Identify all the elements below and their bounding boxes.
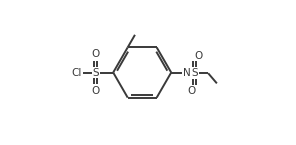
Text: S: S xyxy=(191,68,198,78)
Text: O: O xyxy=(92,49,100,59)
Text: O: O xyxy=(92,86,100,96)
Text: NH: NH xyxy=(183,68,198,77)
Text: S: S xyxy=(92,68,99,77)
Text: O: O xyxy=(194,51,202,61)
Text: Cl: Cl xyxy=(71,68,81,77)
Text: O: O xyxy=(188,86,196,96)
